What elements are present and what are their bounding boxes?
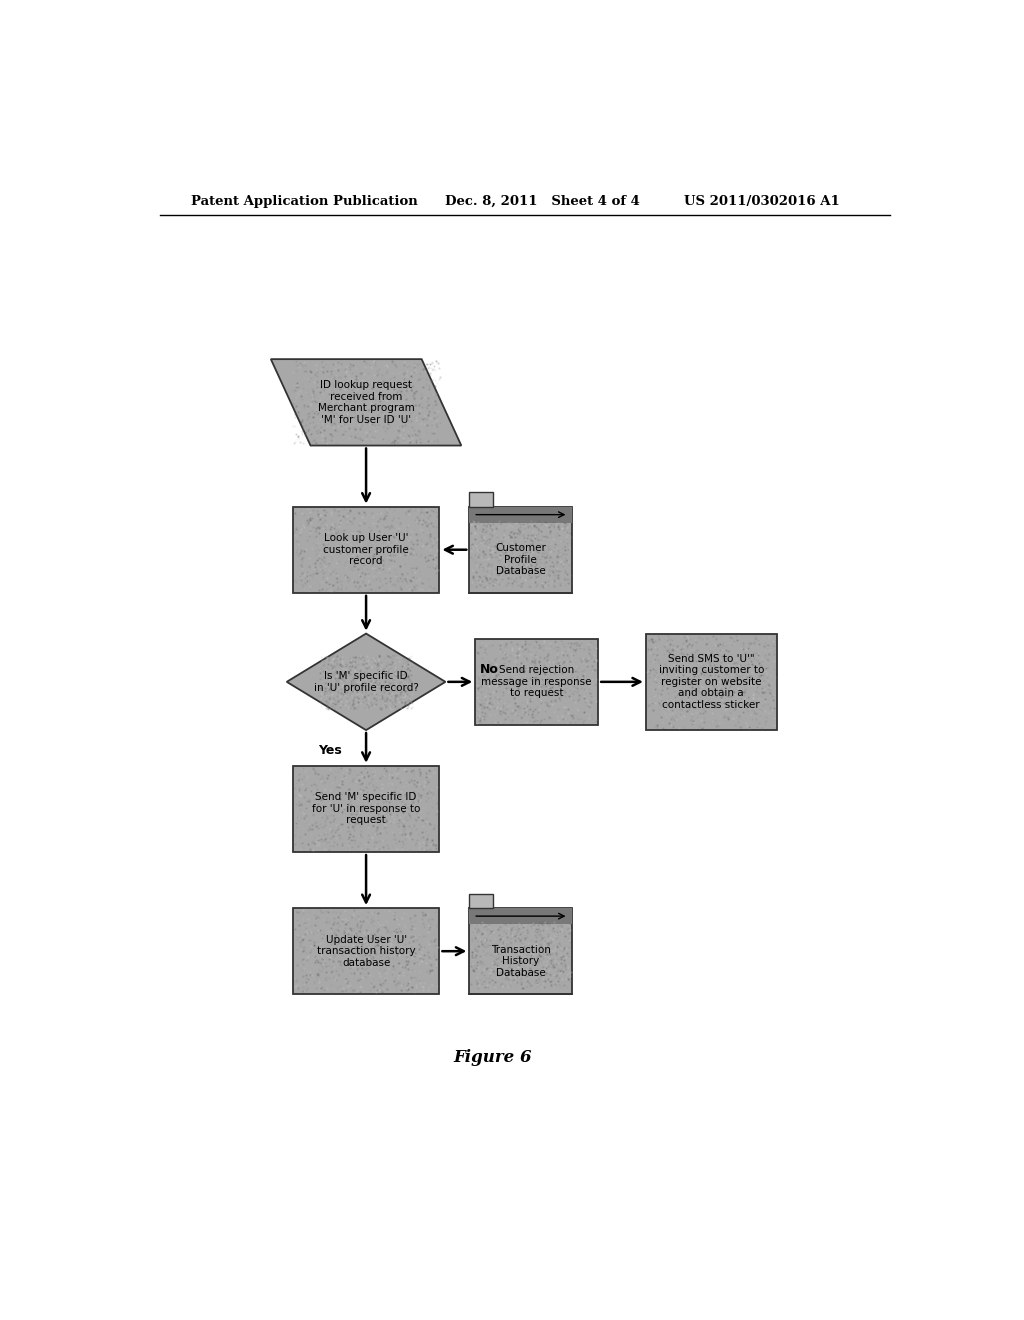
Text: Send SMS to 'U'"
inviting customer to
register on website
and obtain a
contactle: Send SMS to 'U'" inviting customer to re… <box>658 653 764 710</box>
Bar <box>293 766 439 853</box>
Bar <box>469 507 572 593</box>
Text: Dec. 8, 2011   Sheet 4 of 4: Dec. 8, 2011 Sheet 4 of 4 <box>445 194 640 207</box>
Bar <box>469 908 572 924</box>
Bar <box>646 634 777 730</box>
Bar <box>469 908 572 994</box>
Text: Send rejection
message in response
to request: Send rejection message in response to re… <box>481 665 592 698</box>
Bar <box>293 507 439 593</box>
Polygon shape <box>270 359 462 446</box>
Text: Is 'M' specific ID
in 'U' profile record?: Is 'M' specific ID in 'U' profile record… <box>313 671 419 693</box>
Bar <box>293 908 439 994</box>
Polygon shape <box>287 634 445 730</box>
Text: Yes: Yes <box>318 744 342 756</box>
Bar <box>469 894 494 908</box>
Text: Customer
Profile
Database: Customer Profile Database <box>496 544 546 577</box>
Text: No: No <box>479 663 499 676</box>
Text: Update User 'U'
transaction history
database: Update User 'U' transaction history data… <box>316 935 416 968</box>
Text: US 2011/0302016 A1: US 2011/0302016 A1 <box>684 194 840 207</box>
Text: Look up User 'U'
customer profile
record: Look up User 'U' customer profile record <box>324 533 409 566</box>
Bar <box>469 492 494 507</box>
Text: Transaction
History
Database: Transaction History Database <box>490 945 551 978</box>
Text: Figure 6: Figure 6 <box>454 1049 532 1067</box>
Text: ID lookup request
received from
Merchant program
'M' for User ID 'U': ID lookup request received from Merchant… <box>317 380 415 425</box>
Text: Send 'M' specific ID
for 'U' in response to
request: Send 'M' specific ID for 'U' in response… <box>312 792 420 825</box>
Bar <box>475 639 598 725</box>
Bar <box>469 507 572 523</box>
Text: Patent Application Publication: Patent Application Publication <box>191 194 418 207</box>
